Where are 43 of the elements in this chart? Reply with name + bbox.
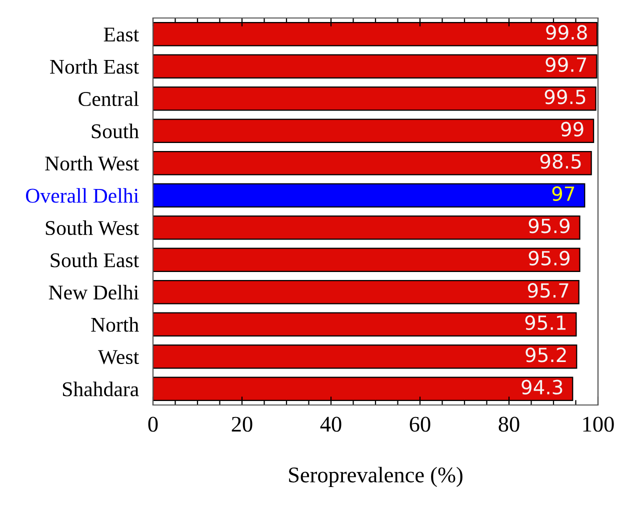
y-tick-label: Shahdara — [62, 382, 139, 396]
bar — [153, 118, 594, 144]
x-tick-label: 60 — [410, 416, 430, 432]
bar — [153, 86, 596, 111]
bar — [153, 376, 574, 402]
data-label: 97 — [552, 186, 574, 202]
bar — [153, 280, 580, 304]
data-label: 95.7 — [528, 283, 568, 298]
data-label: 94.3 — [522, 380, 562, 395]
bar — [153, 183, 586, 208]
data-label: 99.8 — [546, 25, 587, 40]
y-tick-label: New Delhi — [48, 284, 139, 300]
x-tick-label: 0 — [148, 416, 158, 432]
data-label: 99.5 — [544, 90, 586, 104]
bar — [153, 312, 577, 337]
bar — [153, 22, 598, 46]
bar — [153, 54, 598, 79]
x-tick-label: 100 — [583, 416, 614, 432]
y-tick-label: South — [92, 124, 139, 138]
y-tick-label: East — [104, 28, 139, 42]
x-tick-label: 20 — [232, 416, 252, 432]
y-tick-label: South West — [46, 220, 139, 236]
data-label: 99 — [561, 122, 584, 137]
bar — [153, 248, 580, 272]
bar — [153, 344, 578, 369]
y-tick-label: North East — [50, 59, 139, 74]
y-tick-label: North — [91, 317, 139, 332]
data-label: 95.9 — [528, 218, 570, 234]
data-label: 98.5 — [540, 154, 581, 169]
data-label: 95.9 — [528, 250, 570, 266]
y-tick-label: West — [98, 350, 139, 364]
y-tick-label: North West — [45, 156, 139, 171]
y-tick-label: Overall Delhi — [26, 188, 139, 203]
y-tick-label: Central — [78, 91, 139, 106]
x-tick-label: 40 — [320, 416, 342, 432]
data-label: 95.1 — [525, 315, 566, 330]
y-tick-label: South East — [50, 252, 139, 268]
bar — [153, 215, 580, 240]
data-label: 95.2 — [526, 348, 566, 362]
bar — [153, 150, 592, 176]
x-axis-title: Seroprevalence (%) — [289, 466, 462, 487]
data-label: 99.7 — [546, 57, 586, 72]
x-tick-label: 80 — [498, 416, 520, 432]
